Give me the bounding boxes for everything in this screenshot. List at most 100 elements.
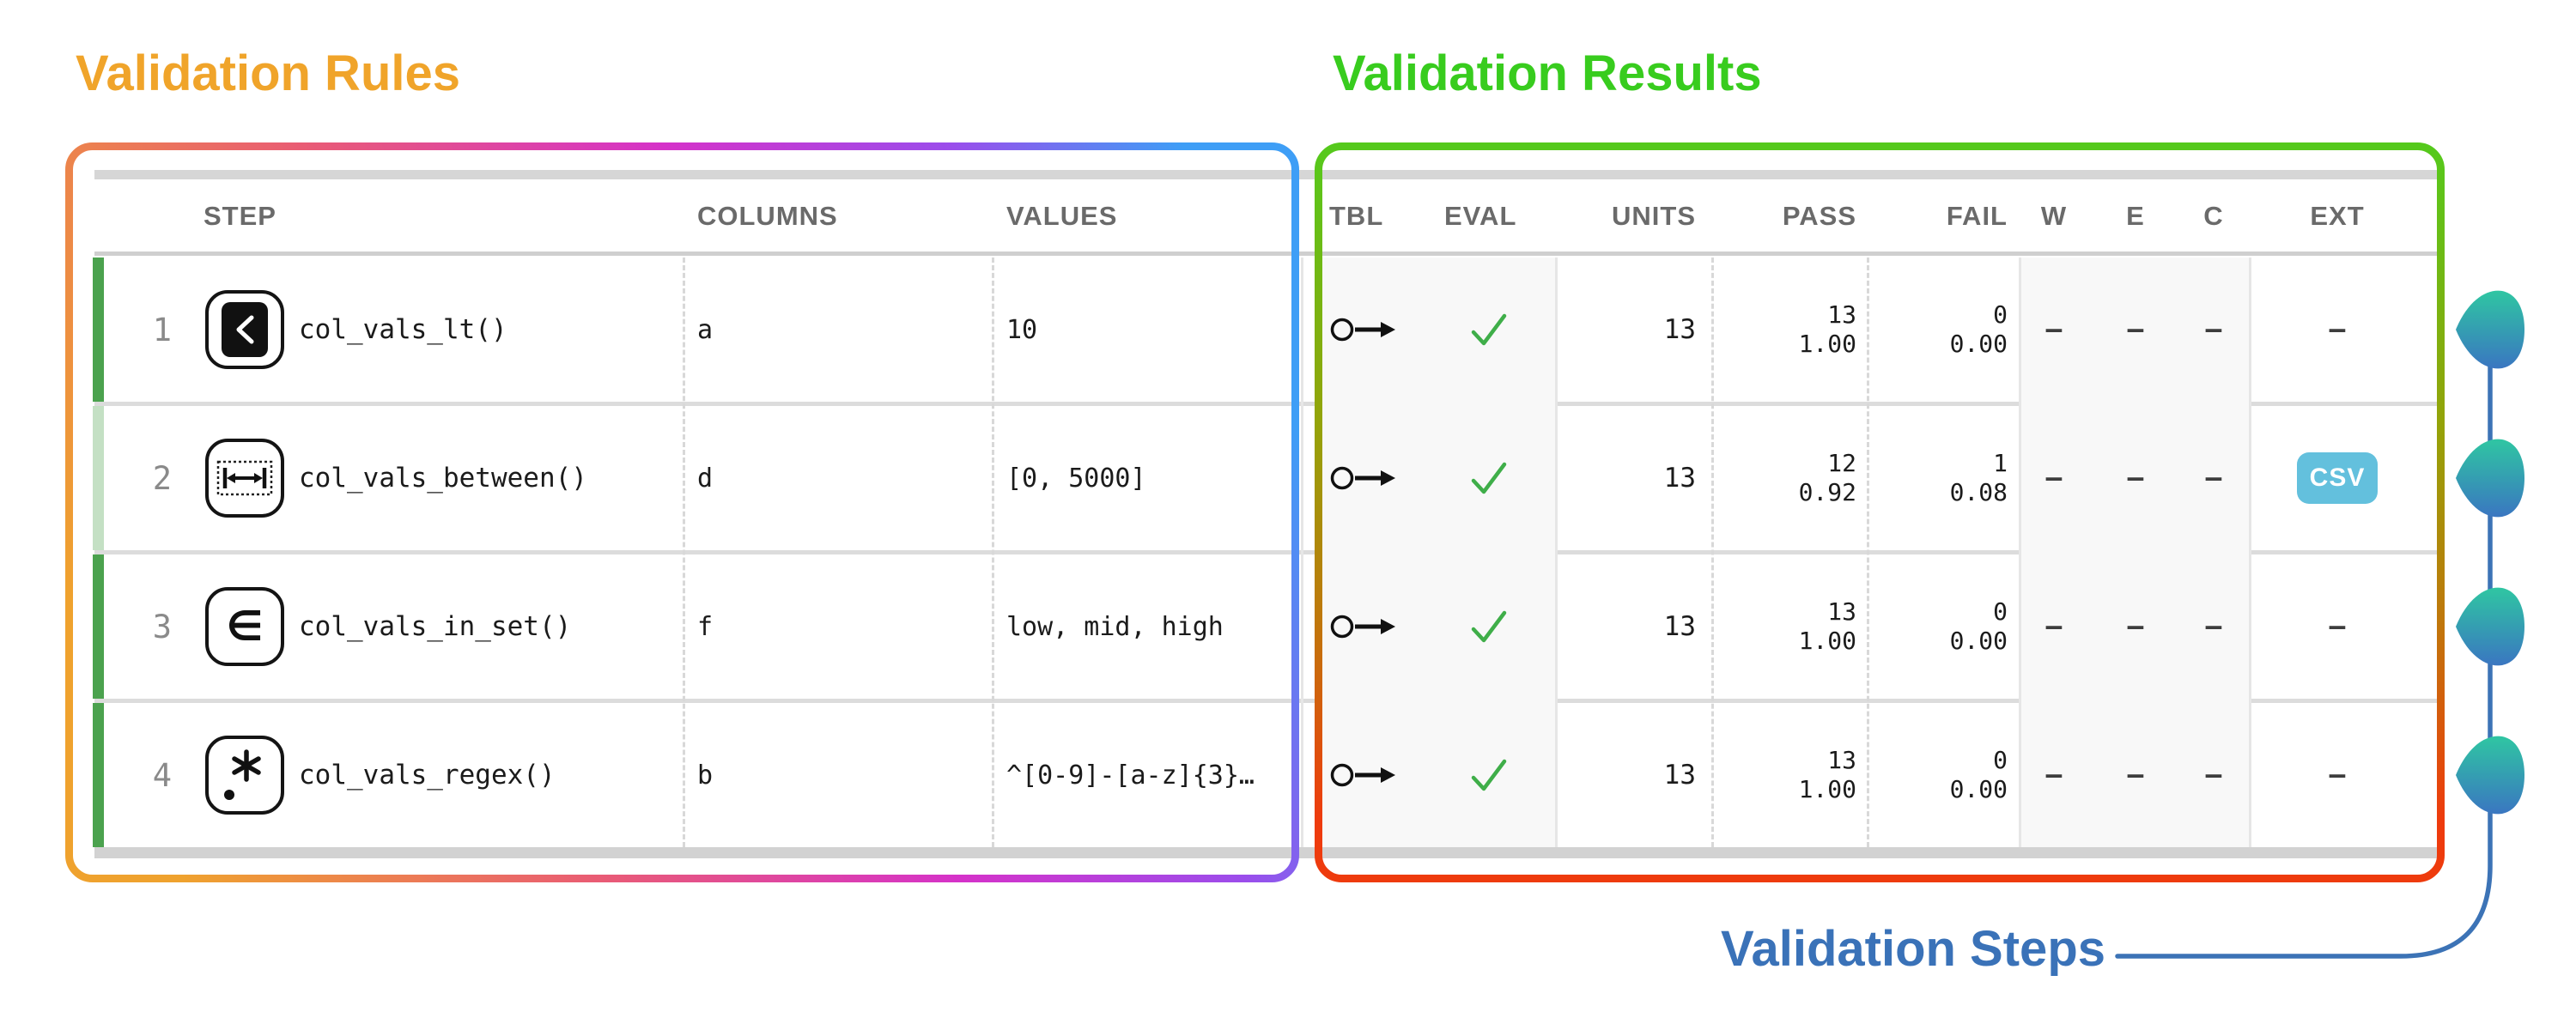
pass-fraction: 1.00 <box>1798 775 1856 803</box>
fail-fraction: 0.00 <box>1949 330 2008 358</box>
check-icon <box>1459 258 1519 402</box>
pass-count: 13 <box>1827 300 1856 329</box>
check-icon <box>1459 406 1519 550</box>
validation-function: col_vals_lt() <box>299 314 507 345</box>
critical-state: — <box>2205 760 2222 791</box>
table-row: 4 col_vals_regex() b ^[0-9]-[a-z]{3}… 13… <box>0 703 2576 847</box>
columns-value: f <box>697 611 714 642</box>
fail-fraction: 0.00 <box>1949 775 2008 803</box>
warn-state: — <box>2045 760 2063 791</box>
regex-icon <box>202 703 288 847</box>
values-value: ^[0-9]-[a-z]{3}… <box>1006 760 1255 791</box>
warn-state: — <box>2045 611 2063 642</box>
critical-state: — <box>2205 463 2222 494</box>
fail-values: 0 0.00 <box>1886 703 2008 847</box>
header-c: C <box>2203 201 2224 231</box>
fail-values: 0 0.00 <box>1886 554 2008 699</box>
fail-count: 0 <box>1993 746 2008 774</box>
header-tbl: TBL <box>1329 201 1384 231</box>
pass-fraction: 0.92 <box>1798 478 1856 506</box>
fail-values: 0 0.00 <box>1886 258 2008 402</box>
pass-values: 13 1.00 <box>1735 258 1856 402</box>
values-value: [0, 5000] <box>1006 463 1146 494</box>
pass-values: 12 0.92 <box>1735 406 1856 550</box>
error-state: — <box>2127 463 2144 494</box>
csv-export-label: CSV <box>2309 464 2366 492</box>
table-unchanged-icon <box>1329 258 1401 402</box>
columns-value: b <box>697 760 714 791</box>
pass-count: 13 <box>1827 746 1856 774</box>
header-columns: COLUMNS <box>697 201 838 231</box>
warn-state: — <box>2045 463 2063 494</box>
results-section-title: Validation Results <box>1333 45 1762 101</box>
header-step: STEP <box>204 201 276 231</box>
extract-cell: — <box>2329 314 2346 345</box>
error-state: — <box>2127 760 2144 791</box>
check-icon <box>1459 703 1519 847</box>
validation-function: col_vals_in_set() <box>299 611 572 642</box>
header-pass: PASS <box>1782 201 1856 231</box>
header-fail: FAIL <box>1946 201 2008 231</box>
units-value: 13 <box>1663 611 1696 642</box>
fail-fraction: 0.00 <box>1949 627 2008 655</box>
header-e: E <box>2126 201 2145 231</box>
extract-cell: — <box>2329 611 2346 642</box>
step-number: 1 <box>152 311 172 348</box>
header-units: UNITS <box>1612 201 1696 231</box>
values-value: 10 <box>1006 314 1038 345</box>
error-state: — <box>2127 611 2144 642</box>
units-value: 13 <box>1663 314 1696 345</box>
between-icon <box>202 406 288 550</box>
table-bottom-border <box>94 847 2437 858</box>
step-number: 3 <box>152 608 172 645</box>
element-of-glyph: ∈ <box>226 603 264 651</box>
columns-value: d <box>697 463 714 494</box>
table-unchanged-icon <box>1329 703 1401 847</box>
pass-count: 12 <box>1827 449 1856 477</box>
fail-count: 1 <box>1993 449 2008 477</box>
fail-values: 1 0.08 <box>1886 406 2008 550</box>
table-top-border <box>94 170 2437 179</box>
header-eval: EVAL <box>1444 201 1517 231</box>
pass-fraction-strip <box>93 554 104 699</box>
fail-fraction: 0.08 <box>1949 478 2008 506</box>
rules-section-title: Validation Rules <box>76 45 460 101</box>
pass-fraction-strip <box>93 258 104 402</box>
in-set-icon: ∈ <box>202 554 288 699</box>
column-divider <box>1301 258 1303 847</box>
pass-fraction-strip <box>93 406 104 550</box>
pass-fraction-strip <box>93 703 104 847</box>
less-than-icon <box>202 258 288 402</box>
error-state: — <box>2127 314 2144 345</box>
csv-export-button[interactable]: CSV <box>2297 452 2378 504</box>
header-ext: EXT <box>2310 201 2365 231</box>
critical-state: — <box>2205 611 2222 642</box>
table-unchanged-icon <box>1329 554 1401 699</box>
extract-cell: — <box>2329 760 2346 791</box>
validation-function: col_vals_between() <box>299 463 587 494</box>
fail-count: 0 <box>1993 597 2008 626</box>
extract-cell: CSV <box>2284 406 2391 550</box>
header-underline <box>94 251 2437 256</box>
check-icon <box>1459 554 1519 699</box>
step-number: 2 <box>152 459 172 497</box>
pass-count: 13 <box>1827 597 1856 626</box>
values-value: low, mid, high <box>1006 611 1224 642</box>
pass-fraction: 1.00 <box>1798 627 1856 655</box>
units-value: 13 <box>1663 463 1696 494</box>
validation-function: col_vals_regex() <box>299 760 556 791</box>
step-number: 4 <box>152 756 172 794</box>
table-row: 1 col_vals_lt() a 10 13 13 1.00 0 0.00 <box>0 258 2576 402</box>
pass-fraction: 1.00 <box>1798 330 1856 358</box>
table-unchanged-icon <box>1329 406 1401 550</box>
units-value: 13 <box>1663 760 1696 791</box>
header-w: W <box>2040 201 2068 231</box>
warn-state: — <box>2045 314 2063 345</box>
fail-count: 0 <box>1993 300 2008 329</box>
header-values: VALUES <box>1006 201 1118 231</box>
columns-value: a <box>697 314 714 345</box>
pass-values: 13 1.00 <box>1735 554 1856 699</box>
critical-state: — <box>2205 314 2222 345</box>
table-row: 2 col_vals_between() d [0, 5000] 13 <box>0 406 2576 550</box>
